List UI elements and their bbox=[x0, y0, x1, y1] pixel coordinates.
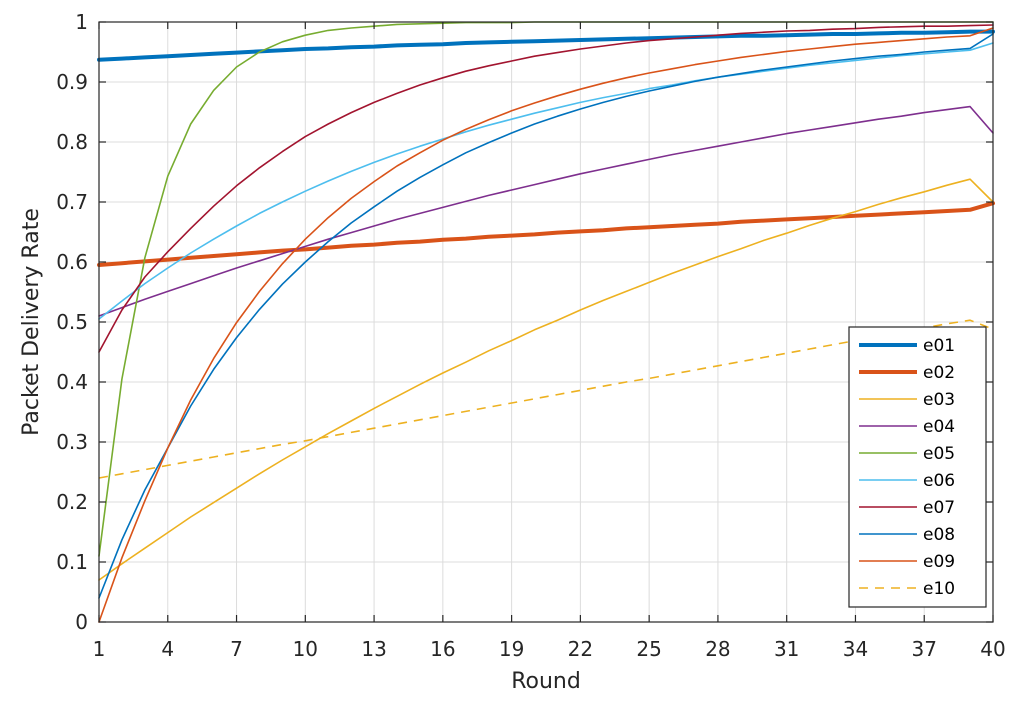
series-line-e01 bbox=[97, 29, 995, 62]
series-line-e08 bbox=[98, 33, 994, 599]
x-tick-labels: 1 4 7 10 13 16 19 22 25 28 31 34 37 40 bbox=[93, 637, 1006, 661]
legend-label-e03: e03 bbox=[923, 390, 955, 410]
y-tick-label: 0.8 bbox=[56, 130, 88, 154]
legend-box bbox=[848, 326, 987, 608]
legend-label-e10: e10 bbox=[923, 579, 955, 599]
series-line-e03 bbox=[98, 178, 994, 581]
y-tick-label: 0.5 bbox=[56, 310, 88, 334]
legend-label-e08: e08 bbox=[923, 525, 955, 545]
series-line-e07 bbox=[98, 24, 994, 353]
legend-label-e06: e06 bbox=[923, 471, 955, 491]
y-tick-label: 1 bbox=[75, 10, 88, 34]
y-tick-label: 0.3 bbox=[56, 430, 88, 454]
y-tick-label: 0.7 bbox=[56, 190, 88, 214]
legend-label-e09: e09 bbox=[923, 552, 955, 572]
series-line-e04 bbox=[98, 105, 994, 317]
legend-label-e04: e04 bbox=[923, 417, 955, 437]
y-tick-label: 0.1 bbox=[56, 550, 88, 574]
y-tick-label: 0.6 bbox=[56, 250, 88, 274]
series-line-e06 bbox=[98, 42, 994, 320]
legend-label-e07: e07 bbox=[923, 498, 955, 518]
y-axis-title: Packet Delivery Rate bbox=[19, 208, 44, 436]
x-tick-label: 22 bbox=[568, 637, 593, 661]
x-tick-label: 19 bbox=[499, 637, 524, 661]
legend: e01 e02 e03 e04 e05 e06 e07 e08 e09 e10 bbox=[848, 326, 987, 608]
x-axis-title: Round bbox=[511, 669, 581, 694]
series-line-e09 bbox=[98, 27, 994, 623]
x-tick-label: 40 bbox=[980, 637, 1005, 661]
x-tick-label: 7 bbox=[230, 637, 243, 661]
y-tick-label: 0 bbox=[75, 610, 88, 634]
legend-label-e01: e01 bbox=[923, 336, 955, 356]
y-tick-labels: 0 0.1 0.2 0.3 0.4 0.5 0.6 0.7 0.8 0.9 1 bbox=[56, 10, 88, 634]
y-tick-label: 0.9 bbox=[56, 70, 88, 94]
x-tick-label: 13 bbox=[361, 637, 386, 661]
x-tick-label: 1 bbox=[93, 637, 106, 661]
x-tick-label: 16 bbox=[430, 637, 455, 661]
x-tick-label: 37 bbox=[912, 637, 937, 661]
series-line-e02 bbox=[97, 201, 995, 267]
y-tick-label: 0.2 bbox=[56, 490, 88, 514]
legend-label-e02: e02 bbox=[923, 363, 955, 383]
ticks bbox=[98, 21, 994, 623]
x-tick-label: 4 bbox=[161, 637, 174, 661]
x-tick-label: 31 bbox=[774, 637, 799, 661]
y-tick-label: 0.4 bbox=[56, 370, 88, 394]
series-line-e10 bbox=[98, 319, 994, 479]
legend-label-e05: e05 bbox=[923, 444, 955, 464]
x-tick-label: 28 bbox=[705, 637, 730, 661]
x-tick-label: 25 bbox=[636, 637, 661, 661]
x-tick-label: 34 bbox=[843, 637, 868, 661]
x-tick-label: 10 bbox=[293, 637, 318, 661]
